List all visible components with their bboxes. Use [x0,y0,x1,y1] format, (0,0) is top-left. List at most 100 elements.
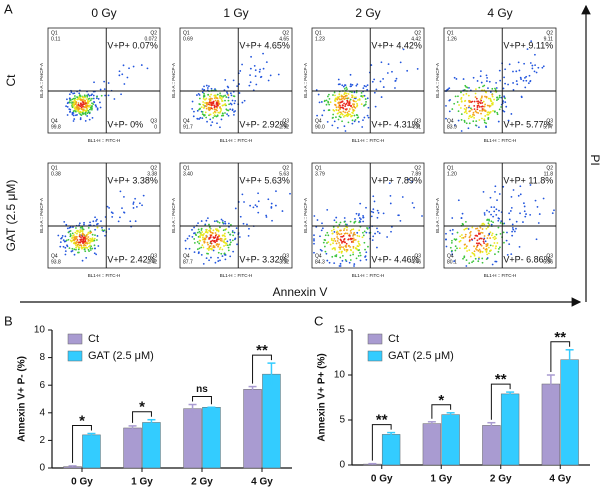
event-dot [376,216,379,219]
event-dot [473,245,475,248]
event-dot [354,233,356,236]
event-dot [335,108,338,111]
event-dot [225,228,228,230]
event-dot [487,113,490,116]
event-dot [416,68,419,70]
event-dot [79,117,82,119]
quadrant-value: 9.11 [544,36,554,42]
event-dot [460,91,462,94]
event-dot [515,80,518,82]
event-dot [191,228,193,231]
event-dot [121,73,124,76]
event-dot [265,214,268,217]
event-dot [511,227,514,229]
event-dot [508,243,511,246]
event-dot [362,214,364,217]
event-dot [57,234,60,237]
event-dot [445,238,447,241]
error-bar [188,403,197,413]
event-dot [356,116,359,119]
error-bar [487,421,496,429]
event-dot [348,234,351,237]
event-dot [480,112,482,115]
event-dot [359,254,362,257]
event-dot [459,239,462,242]
event-dot [204,102,206,104]
event-dot [233,111,235,113]
event-dot [211,97,213,100]
event-dot [213,108,216,111]
event-dot [475,234,478,237]
event-dot [336,126,339,129]
event-dot [511,230,514,233]
event-dot [92,220,95,223]
error-bar [368,462,377,465]
event-dot [495,81,497,84]
error-bar [565,349,574,370]
event-dot [218,221,221,224]
event-dot [320,249,323,252]
event-dot [212,116,215,119]
y-tick-label: 4 [39,407,45,418]
event-dot [331,232,334,235]
quadrant-name: Q3 [546,118,553,124]
event-dot [78,107,81,110]
event-dot [366,84,369,87]
event-dot [461,237,463,239]
event-dot [201,91,204,94]
x-axis-label: BL1-H :: FITC-H [352,138,385,143]
event-dot [449,246,452,249]
event-dot [487,222,490,225]
event-dot [274,204,277,207]
event-dot [479,243,482,246]
event-dot [330,239,333,241]
event-dot [503,76,505,79]
event-dot [93,101,95,103]
event-dot [216,122,218,125]
event-dot [344,130,347,132]
event-dot [480,99,483,102]
legend-swatch [67,333,83,345]
event-dot [371,239,374,241]
quadrant-name: Q4 [447,253,454,259]
event-dot [100,94,103,97]
event-dot [350,241,353,243]
event-dot [313,242,315,245]
event-dot [87,231,90,234]
event-dot [362,216,365,219]
event-dot [95,239,98,241]
event-dot [96,222,99,225]
event-dot [80,246,83,249]
event-dot [94,104,97,106]
event-dot [346,111,349,114]
event-dot [370,64,373,66]
event-dot [208,259,210,262]
event-dot [345,94,348,97]
event-dot [451,249,453,252]
event-dot [519,193,522,196]
event-dot [75,237,78,240]
event-dot [269,74,272,77]
y-axis-label: BL4-A :: PerCP-A [303,198,308,233]
event-dot [246,223,248,226]
event-dot [334,247,336,250]
event-dot [207,243,209,246]
significance-label: * [139,399,145,416]
event-dot [352,253,355,256]
quadrant-name: Q3 [150,253,157,259]
event-dot [332,242,334,245]
event-dot [77,102,80,104]
event-dot [259,76,262,79]
event-dot [210,87,213,90]
event-dot [379,80,382,83]
event-dot [344,259,347,261]
event-dot [219,246,222,249]
event-dot [121,207,123,210]
event-dot [332,226,335,228]
event-dot [223,245,225,247]
event-dot [221,104,224,107]
event-dot [330,229,333,232]
event-dot [474,124,477,127]
event-dot [462,236,465,239]
event-dot [488,111,491,114]
